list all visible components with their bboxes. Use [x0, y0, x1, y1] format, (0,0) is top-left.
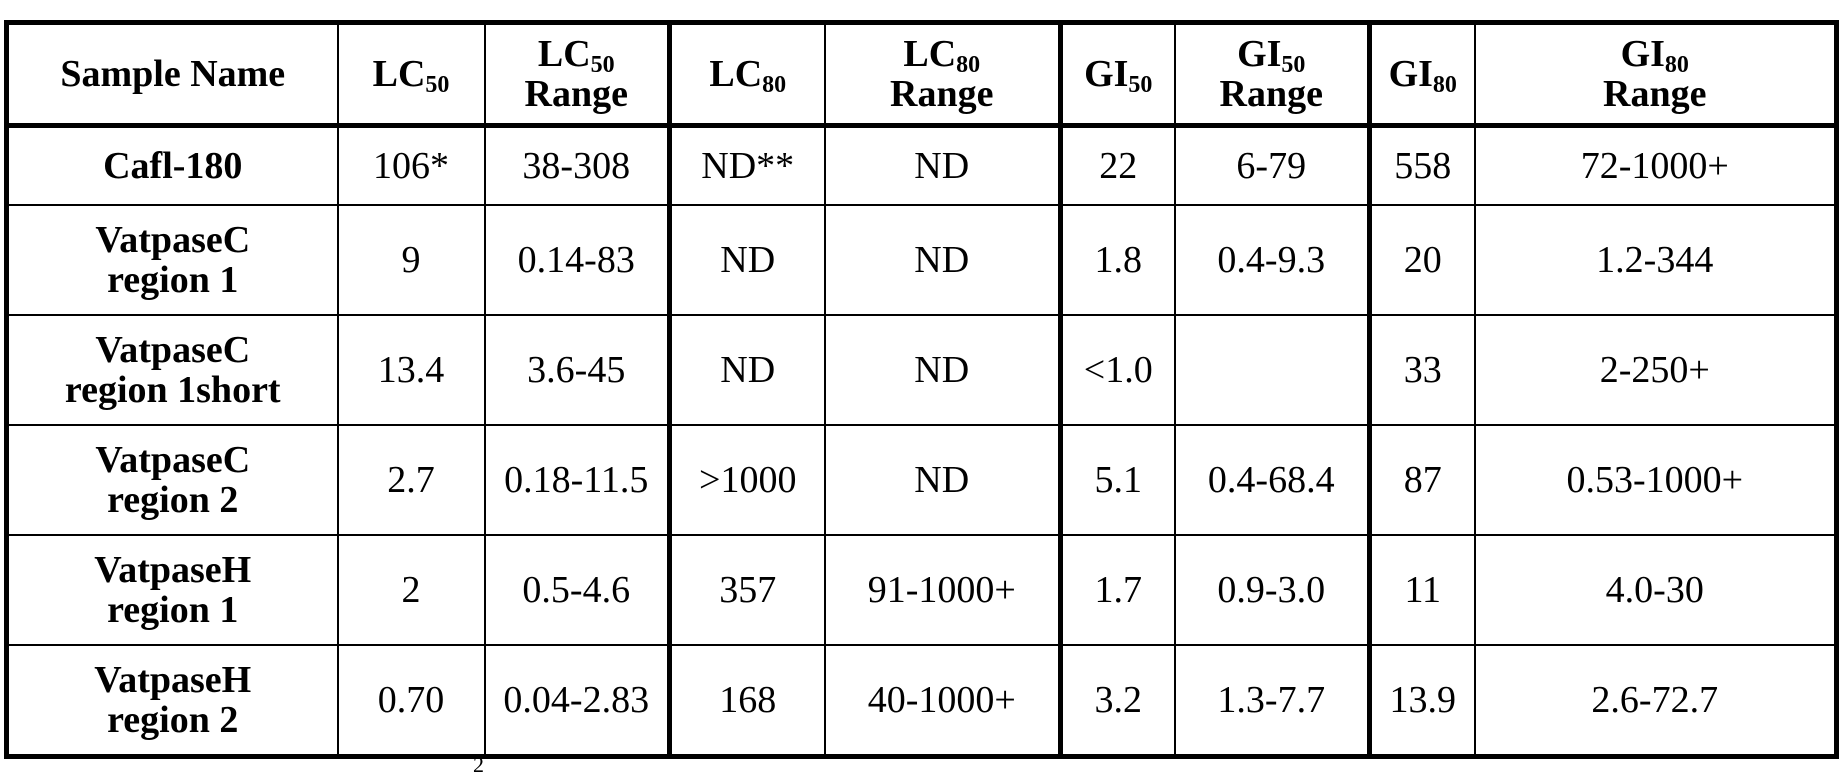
sample-name: VatpaseCregion 1short — [7, 315, 338, 425]
cell-lc50-range: 3.6-45 — [485, 315, 670, 425]
cell-lc50-range: 0.5-4.6 — [485, 535, 670, 645]
cell-gi50: <1.0 — [1061, 315, 1175, 425]
table-row: VatpaseCregion 2 2.7 0.18-11.5 >1000 ND … — [7, 425, 1837, 535]
cell-lc50: 106* — [338, 126, 485, 206]
cell-gi80-range: 72-1000+ — [1475, 126, 1837, 206]
cell-gi80: 11 — [1370, 535, 1475, 645]
cell-lc50-range: 0.18-11.5 — [485, 425, 670, 535]
cell-gi80: 87 — [1370, 425, 1475, 535]
header-lc50: LC50 — [338, 23, 485, 126]
cell-gi80: 20 — [1370, 205, 1475, 315]
cell-lc80-range: ND — [825, 205, 1061, 315]
cropped-superscript-fragment: 2 — [473, 752, 484, 778]
cell-lc80-range: 91-1000+ — [825, 535, 1061, 645]
cell-gi80-range: 2.6-72.7 — [1475, 645, 1837, 757]
cell-gi50-range — [1175, 315, 1370, 425]
cell-lc80: >1000 — [670, 425, 825, 535]
cell-gi80-range: 2-250+ — [1475, 315, 1837, 425]
header-row: Sample Name LC50 LC50Range LC80 LC80Rang… — [7, 23, 1837, 126]
cell-lc50: 9 — [338, 205, 485, 315]
cell-lc50: 0.70 — [338, 645, 485, 757]
cell-gi50-range: 6-79 — [1175, 126, 1370, 206]
cell-gi50-range: 1.3-7.7 — [1175, 645, 1370, 757]
cell-gi50: 3.2 — [1061, 645, 1175, 757]
sample-name: VatpaseHregion 1 — [7, 535, 338, 645]
cell-lc80-range: ND — [825, 126, 1061, 206]
cell-lc80: 357 — [670, 535, 825, 645]
cell-gi50-range: 0.4-68.4 — [1175, 425, 1370, 535]
cell-lc50: 2.7 — [338, 425, 485, 535]
cell-gi50-range: 0.4-9.3 — [1175, 205, 1370, 315]
cell-gi50: 22 — [1061, 126, 1175, 206]
cell-gi80-range: 1.2-344 — [1475, 205, 1837, 315]
header-lc50-range: LC50Range — [485, 23, 670, 126]
cell-gi80: 558 — [1370, 126, 1475, 206]
cell-lc80: ND** — [670, 126, 825, 206]
sample-name: Cafl-180 — [7, 126, 338, 206]
cell-lc80: 168 — [670, 645, 825, 757]
cell-lc50: 13.4 — [338, 315, 485, 425]
header-gi50: GI50 — [1061, 23, 1175, 126]
table-row: VatpaseCregion 1 9 0.14-83 ND ND 1.8 0.4… — [7, 205, 1837, 315]
cell-gi80: 13.9 — [1370, 645, 1475, 757]
sample-name: VatpaseHregion 2 — [7, 645, 338, 757]
cell-lc80-range: 40-1000+ — [825, 645, 1061, 757]
cell-gi80-range: 4.0-30 — [1475, 535, 1837, 645]
cell-gi50-range: 0.9-3.0 — [1175, 535, 1370, 645]
cell-lc50-range: 0.04-2.83 — [485, 645, 670, 757]
cell-gi50: 5.1 — [1061, 425, 1175, 535]
cell-lc50: 2 — [338, 535, 485, 645]
cell-gi50: 1.8 — [1061, 205, 1175, 315]
header-lc80-range: LC80Range — [825, 23, 1061, 126]
header-gi80: GI80 — [1370, 23, 1475, 126]
cell-lc50-range: 0.14-83 — [485, 205, 670, 315]
sample-name: VatpaseCregion 2 — [7, 425, 338, 535]
table-row: VatpaseCregion 1short 13.4 3.6-45 ND ND … — [7, 315, 1837, 425]
header-gi80-range: GI80Range — [1475, 23, 1837, 126]
sample-name: VatpaseCregion 1 — [7, 205, 338, 315]
table-row: VatpaseHregion 1 2 0.5-4.6 357 91-1000+ … — [7, 535, 1837, 645]
header-sample-name: Sample Name — [7, 23, 338, 126]
cell-lc80-range: ND — [825, 425, 1061, 535]
cell-lc80-range: ND — [825, 315, 1061, 425]
table-row: VatpaseHregion 2 0.70 0.04-2.83 168 40-1… — [7, 645, 1837, 757]
cell-lc80: ND — [670, 205, 825, 315]
header-gi50-range: GI50Range — [1175, 23, 1370, 126]
cell-lc80: ND — [670, 315, 825, 425]
cell-gi80-range: 0.53-1000+ — [1475, 425, 1837, 535]
cell-lc50-range: 38-308 — [485, 126, 670, 206]
cell-gi50: 1.7 — [1061, 535, 1175, 645]
table-row: Cafl-180 106* 38-308 ND** ND 22 6-79 558… — [7, 126, 1837, 206]
results-table: Sample Name LC50 LC50Range LC80 LC80Rang… — [4, 20, 1839, 759]
cell-gi80: 33 — [1370, 315, 1475, 425]
header-lc80: LC80 — [670, 23, 825, 126]
